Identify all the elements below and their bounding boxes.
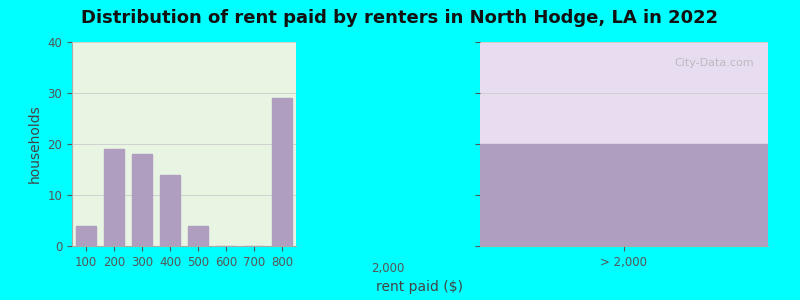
Bar xyxy=(104,149,124,246)
Text: City-Data.com: City-Data.com xyxy=(674,58,754,68)
Bar xyxy=(188,226,208,246)
Text: Distribution of rent paid by renters in North Hodge, LA in 2022: Distribution of rent paid by renters in … xyxy=(82,9,718,27)
Bar xyxy=(76,226,96,246)
Bar xyxy=(160,175,180,246)
Y-axis label: households: households xyxy=(28,105,42,183)
Bar xyxy=(132,154,152,246)
Text: 2,000: 2,000 xyxy=(371,262,405,275)
Text: rent paid ($): rent paid ($) xyxy=(377,280,463,294)
Bar xyxy=(480,144,768,246)
Bar xyxy=(272,98,292,246)
